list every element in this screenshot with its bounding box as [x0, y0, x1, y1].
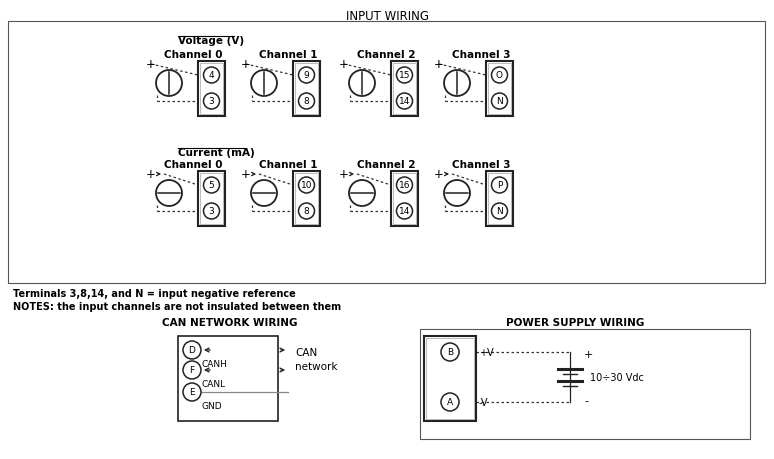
Text: CAN NETWORK WIRING: CAN NETWORK WIRING — [163, 317, 298, 327]
Text: +: + — [584, 349, 594, 359]
Text: Channel 2: Channel 2 — [357, 50, 415, 60]
Text: Channel 0: Channel 0 — [164, 160, 222, 170]
Bar — [198, 172, 225, 226]
Bar — [391, 172, 418, 226]
Text: 4: 4 — [209, 71, 214, 80]
Text: 16: 16 — [399, 181, 410, 190]
Text: Channel 2: Channel 2 — [357, 160, 415, 170]
Bar — [293, 62, 320, 117]
Text: 10: 10 — [301, 181, 312, 190]
Text: N: N — [496, 97, 503, 106]
Bar — [295, 64, 318, 115]
Text: -: - — [584, 395, 588, 405]
Text: +: + — [146, 168, 156, 181]
Text: A: A — [447, 397, 453, 407]
Bar — [200, 174, 223, 224]
Text: Channel 3: Channel 3 — [452, 160, 510, 170]
Text: D: D — [189, 346, 196, 355]
Text: GND: GND — [202, 401, 223, 410]
Bar — [295, 174, 318, 224]
Text: 8: 8 — [303, 207, 310, 216]
Text: Current (mA): Current (mA) — [178, 148, 255, 157]
Text: Channel 1: Channel 1 — [259, 50, 317, 60]
Text: +V: +V — [479, 347, 494, 357]
Text: +: + — [434, 168, 444, 181]
Text: +: + — [339, 58, 349, 71]
Text: POWER SUPPLY WIRING: POWER SUPPLY WIRING — [506, 317, 644, 327]
Text: E: E — [189, 388, 195, 397]
Text: 3: 3 — [209, 97, 214, 106]
Text: 14: 14 — [399, 97, 410, 106]
Bar — [393, 64, 416, 115]
Bar — [488, 64, 511, 115]
Text: 5: 5 — [209, 181, 214, 190]
Text: 14: 14 — [399, 207, 410, 216]
Text: -V: -V — [479, 397, 488, 407]
Text: F: F — [190, 366, 194, 375]
Text: CANH: CANH — [202, 359, 228, 368]
Bar — [178, 336, 278, 421]
Bar — [198, 62, 225, 117]
Bar — [426, 338, 474, 419]
Text: +: + — [339, 168, 349, 181]
Bar — [488, 174, 511, 224]
Bar — [8, 22, 765, 283]
Bar — [391, 62, 418, 117]
Bar — [420, 329, 750, 439]
Bar — [293, 172, 320, 226]
Text: 10÷30 Vdc: 10÷30 Vdc — [590, 372, 644, 382]
Text: Channel 0: Channel 0 — [164, 50, 222, 60]
Text: Channel 3: Channel 3 — [452, 50, 510, 60]
Bar — [486, 172, 513, 226]
Text: CANL: CANL — [202, 379, 226, 388]
Text: CAN
network: CAN network — [295, 347, 337, 371]
Text: 15: 15 — [399, 71, 410, 80]
Text: Channel 1: Channel 1 — [259, 160, 317, 170]
Bar — [393, 174, 416, 224]
Text: INPUT WIRING: INPUT WIRING — [345, 10, 429, 23]
Text: NOTES: the input channels are not insulated between them: NOTES: the input channels are not insula… — [13, 302, 341, 311]
Text: 3: 3 — [209, 207, 214, 216]
Text: +: + — [146, 58, 156, 71]
Bar — [486, 62, 513, 117]
Text: Terminals 3,8,14, and N = input negative reference: Terminals 3,8,14, and N = input negative… — [13, 288, 296, 298]
Text: +: + — [434, 58, 444, 71]
Bar — [424, 336, 476, 421]
Text: P: P — [497, 181, 502, 190]
Text: B: B — [447, 348, 453, 357]
Text: 9: 9 — [303, 71, 310, 80]
Text: N: N — [496, 207, 503, 216]
Text: +: + — [241, 168, 251, 181]
Text: O: O — [496, 71, 503, 80]
Text: +: + — [241, 58, 251, 71]
Text: Voltage (V): Voltage (V) — [178, 36, 244, 46]
Bar — [200, 64, 223, 115]
Text: 8: 8 — [303, 97, 310, 106]
